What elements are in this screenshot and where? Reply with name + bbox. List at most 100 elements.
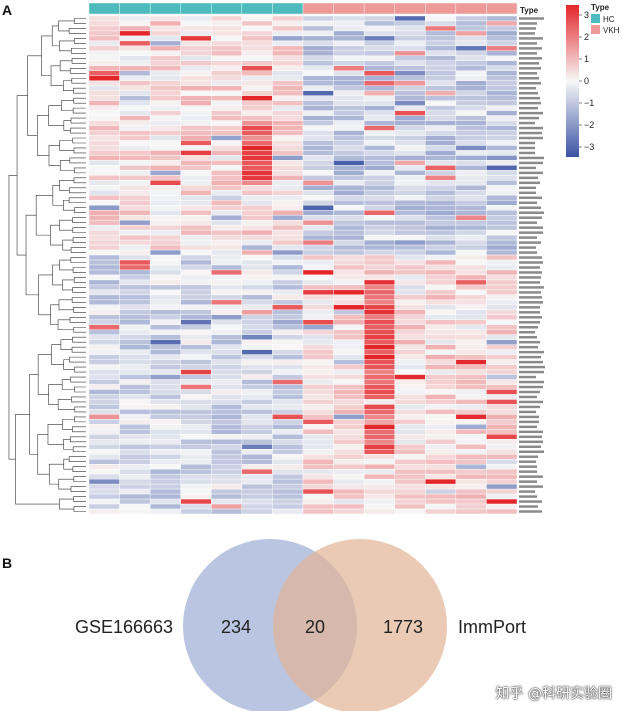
heatmap-cell	[241, 125, 273, 131]
heatmap-cell	[425, 473, 457, 480]
heatmap-cell	[88, 244, 120, 251]
dendrogram-branch	[48, 384, 63, 405]
heatmap-cell	[272, 70, 304, 76]
gene-label-mark	[519, 47, 542, 50]
heatmap-cell	[302, 289, 334, 296]
heatmap-cell	[333, 155, 365, 161]
heatmap-cell	[302, 35, 334, 42]
heatmap-cell	[119, 155, 151, 161]
heatmap-cell	[241, 180, 273, 186]
heatmap-cell	[211, 40, 243, 47]
heatmap-cell	[88, 135, 120, 141]
heatmap-cell	[425, 369, 457, 375]
heatmap-cell	[394, 160, 426, 166]
heatmap-cell	[88, 20, 120, 27]
heatmap-cell	[180, 399, 212, 405]
gene-label-mark	[519, 62, 539, 65]
heatmap-cell	[302, 165, 334, 171]
heatmap-cell	[119, 434, 151, 440]
heatmap-cell	[241, 329, 273, 335]
heatmap-cell	[149, 299, 181, 306]
heatmap-cell	[241, 444, 273, 450]
heatmap-cell	[149, 483, 181, 490]
heatmap-cell	[302, 150, 334, 156]
heatmap-cell	[180, 25, 212, 32]
gene-label-mark	[519, 57, 542, 60]
heatmap-cell	[241, 304, 273, 311]
heatmap-cell	[363, 384, 395, 390]
heatmap-cell	[363, 80, 395, 86]
heatmap-cell	[211, 339, 243, 345]
heatmap-cell	[119, 85, 151, 91]
heatmap-cell	[149, 25, 181, 32]
heatmap-cell	[241, 75, 273, 81]
heatmap-cell	[241, 115, 273, 121]
heatmap-cell	[363, 195, 395, 201]
heatmap-cell	[211, 429, 243, 435]
heatmap-cell	[333, 85, 365, 91]
heatmap-cell	[272, 444, 304, 450]
heatmap-cell	[180, 224, 212, 231]
heatmap-cell	[455, 419, 487, 425]
heatmap-cell	[88, 464, 120, 470]
heatmap-cell	[333, 205, 365, 211]
dendrogram-branch	[73, 87, 86, 94]
heatmap-cell	[180, 125, 212, 131]
heatmap-cell	[241, 165, 273, 171]
heatmap-cell	[333, 125, 365, 131]
heatmap-cell	[241, 15, 273, 22]
heatmap-cell	[333, 254, 365, 261]
heatmap-cell	[302, 454, 334, 460]
heatmap-cell	[241, 234, 273, 241]
heatmap-cell	[425, 339, 457, 345]
heatmap-cell	[333, 478, 365, 485]
heatmap-cell	[363, 95, 395, 101]
gene-label-mark	[519, 380, 544, 384]
heatmap-cell	[119, 399, 151, 405]
heatmap-cell	[180, 50, 212, 57]
heatmap-cell	[241, 249, 273, 256]
heatmap-cell	[180, 329, 212, 335]
heatmap-cell	[425, 349, 457, 355]
type-header: Type	[520, 6, 539, 15]
heatmap-cell	[333, 289, 365, 296]
heatmap-cell	[425, 319, 457, 325]
heatmap-cell	[241, 299, 273, 306]
heatmap-cell	[272, 155, 304, 161]
heatmap-cell	[241, 454, 273, 460]
heatmap-cell	[486, 493, 518, 500]
heatmap-cell	[180, 439, 212, 445]
gene-label-mark	[519, 415, 539, 419]
heatmap-cell	[333, 120, 365, 126]
heatmap-cell	[180, 498, 212, 505]
heatmap-cell	[241, 289, 273, 296]
heatmap-cell	[88, 50, 120, 57]
heatmap-cell	[149, 259, 181, 266]
heatmap-cell	[241, 478, 273, 485]
heatmap-cell	[486, 125, 518, 131]
heatmap-cell	[180, 40, 212, 47]
heatmap-cell	[241, 25, 273, 32]
heatmap-cell	[394, 444, 426, 450]
heatmap-cell	[486, 80, 518, 86]
dendrogram-branch	[27, 55, 42, 136]
heatmap-cell	[486, 339, 518, 345]
heatmap-cell	[394, 259, 426, 266]
heatmap-cell	[119, 473, 151, 480]
heatmap-cell	[149, 324, 181, 330]
heatmap-cell	[149, 389, 181, 395]
heatmap-cell	[272, 459, 304, 465]
heatmap-cell	[180, 80, 212, 86]
heatmap-cell	[149, 409, 181, 415]
heatmap-cell	[180, 364, 212, 370]
gene-label-mark	[519, 111, 543, 115]
heatmap-cell	[394, 140, 426, 146]
heatmap-cell	[425, 244, 457, 251]
heatmap-cell	[455, 339, 487, 345]
heatmap-cell	[88, 389, 120, 395]
heatmap-cell	[363, 15, 395, 22]
heatmap-cell	[333, 80, 365, 86]
heatmap-cell	[272, 309, 304, 316]
heatmap-cell	[88, 100, 120, 106]
heatmap-cell	[241, 259, 273, 266]
